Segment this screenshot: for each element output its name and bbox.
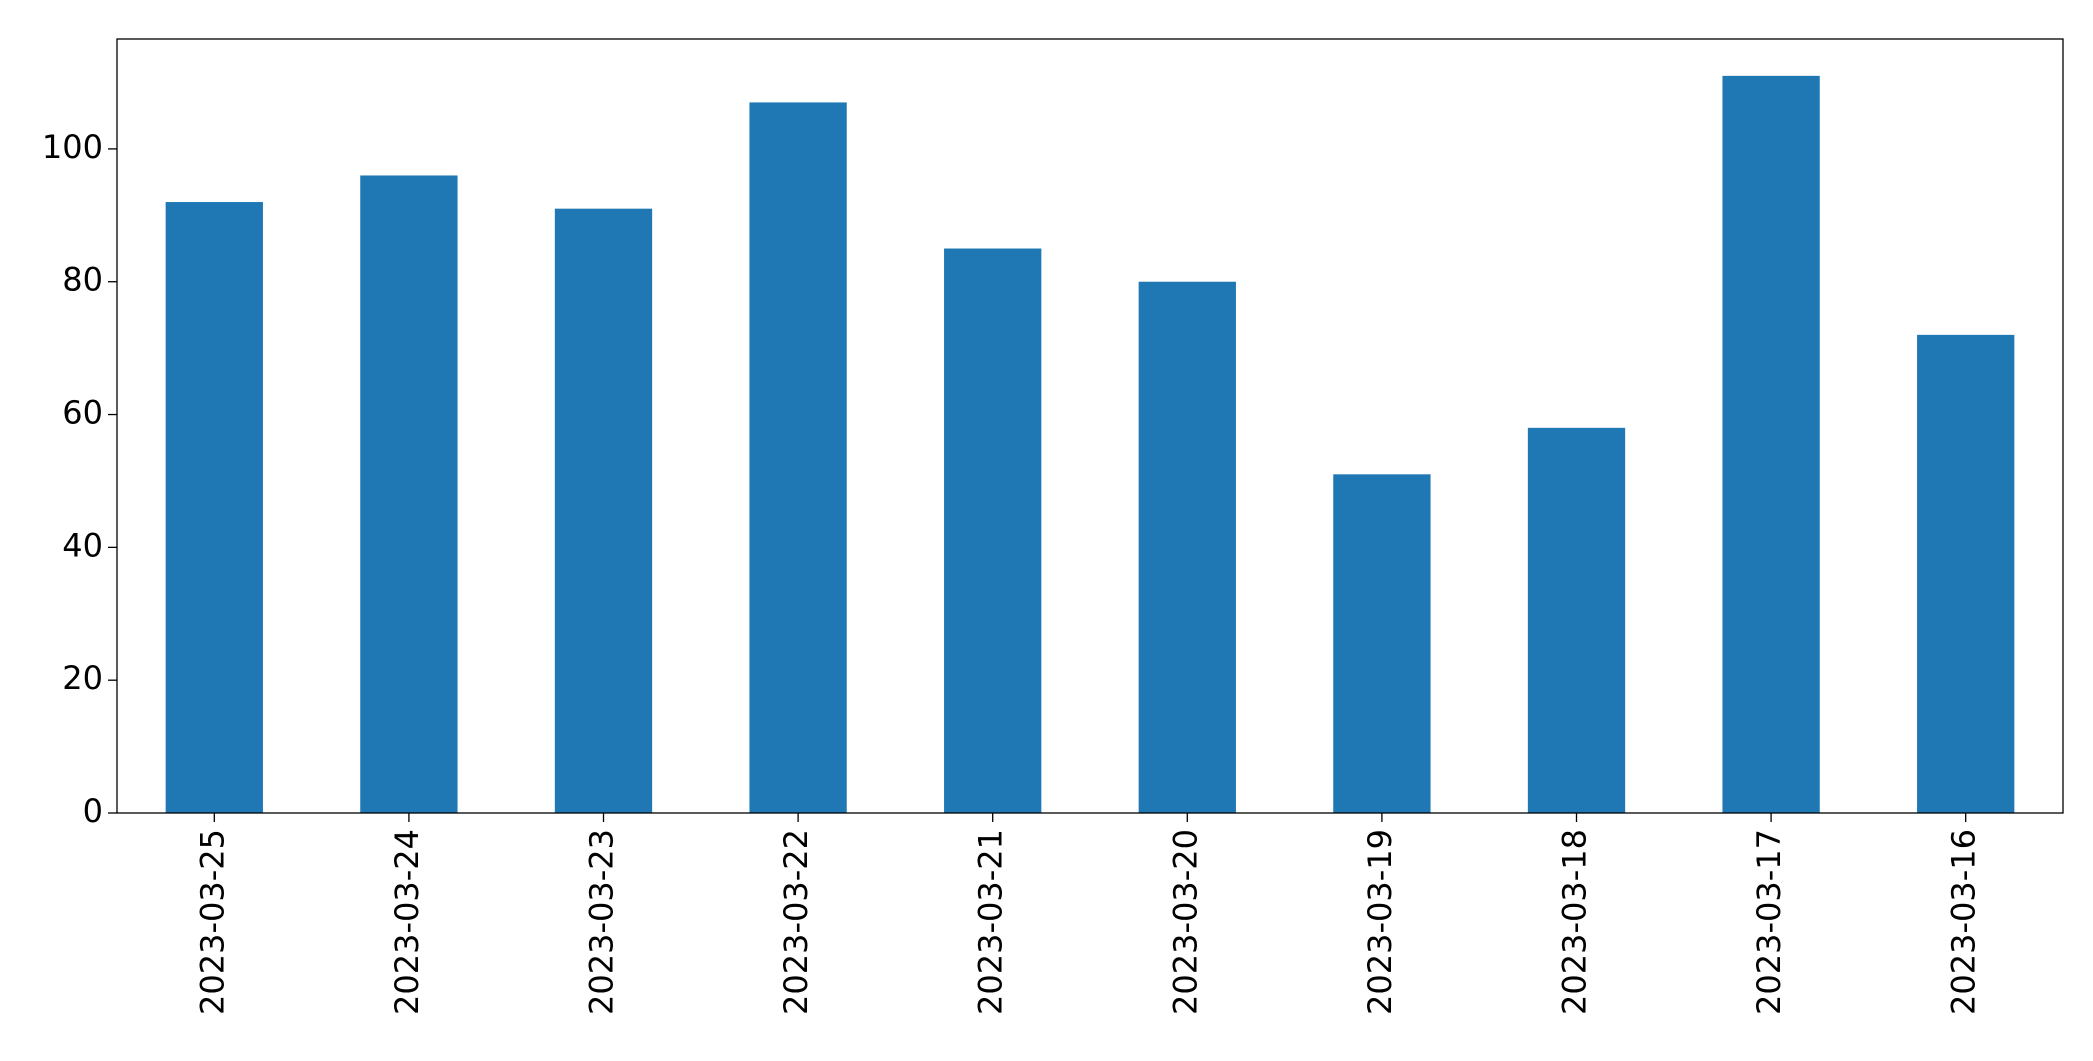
x-tick-label: 2023-03-21 [972,829,1010,1015]
plot-frame [116,38,2064,814]
y-tick-label: 60 [62,394,103,432]
bar [1917,334,2015,813]
bar [1722,75,1820,814]
bar [749,102,847,814]
x-tick-label: 2023-03-20 [1166,829,1204,1015]
x-tick-label: 2023-03-16 [1945,829,1983,1015]
y-tick-label: 100 [42,128,103,166]
bar [1138,281,1236,814]
x-tick-label: 2023-03-25 [193,829,231,1015]
x-tick-label: 2023-03-18 [1556,829,1594,1015]
x-tick-label: 2023-03-24 [388,829,426,1015]
x-tick-label: 2023-03-17 [1750,829,1788,1015]
y-tick-label: 0 [83,792,103,830]
bar [554,208,653,814]
x-tick-label: 2023-03-19 [1361,829,1399,1015]
y-tick-label: 40 [62,526,103,564]
x-tick-label: 2023-03-23 [583,829,621,1015]
y-tick-label: 80 [62,261,103,299]
bar [165,202,263,814]
bar [360,175,458,813]
x-tick-label: 2023-03-22 [777,829,815,1015]
bar [944,248,1042,813]
bar [1333,474,1431,813]
y-tick-label: 20 [62,659,103,697]
bar [1527,427,1626,813]
